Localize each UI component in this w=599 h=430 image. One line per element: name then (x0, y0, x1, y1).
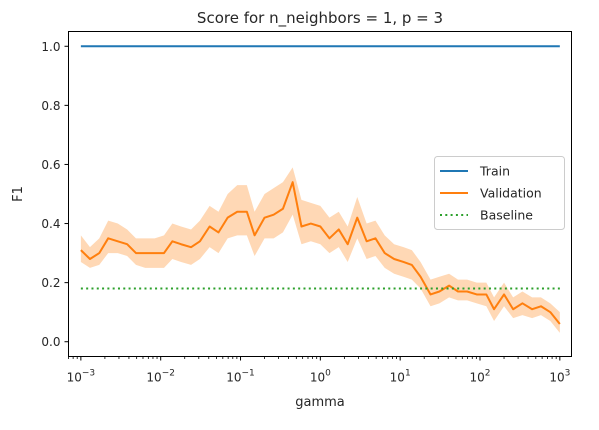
x-tick-label: 101 (390, 369, 411, 385)
chart-title: Score for n_neighbors = 1, p = 3 (197, 9, 443, 28)
y-tick-label: 1.0 (41, 40, 60, 54)
legend-validation-label: Validation (480, 186, 542, 201)
x-tick-label: 10−3 (67, 369, 96, 385)
x-tick-label: 100 (310, 369, 331, 385)
legend-box (434, 156, 565, 230)
y-tick-label: 0.0 (41, 335, 60, 349)
series-validation-line (80, 181, 561, 325)
y-axis-label: F1 (11, 186, 26, 202)
x-axis: 10−3 10−2 10−1 100 101 102 103 (67, 356, 570, 385)
legend: Train Validation Baseline (434, 156, 565, 230)
x-tick-label: 10−1 (226, 369, 255, 385)
x-axis-label: gamma (295, 395, 345, 410)
x-tick-label: 103 (549, 369, 570, 385)
y-axis: 0.0 0.2 0.4 0.6 0.8 1.0 (41, 40, 69, 349)
y-tick-label: 0.2 (41, 276, 60, 290)
y-tick-label: 0.4 (41, 217, 60, 231)
y-tick-label: 0.8 (41, 99, 60, 113)
x-tick-label: 102 (469, 369, 490, 385)
legend-baseline-label: Baseline (480, 208, 533, 223)
x-tick-label: 10−2 (146, 369, 175, 385)
legend-train-label: Train (479, 164, 510, 179)
y-tick-label: 0.6 (41, 158, 60, 172)
series-layer (80, 45, 561, 325)
